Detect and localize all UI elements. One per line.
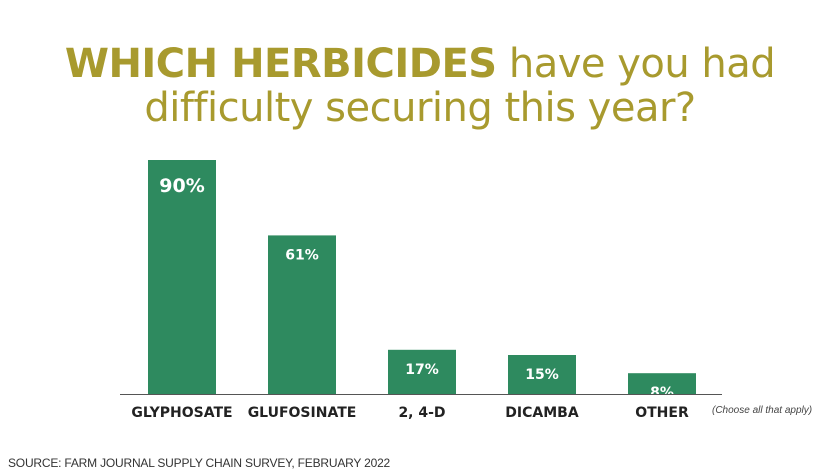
bar-0 <box>148 160 216 394</box>
category-label-3: DICAMBA <box>505 405 579 421</box>
chart-note: (Choose all that apply) <box>712 405 813 416</box>
data-label-3: 15% <box>525 367 559 383</box>
category-label-2: 2, 4-D <box>398 405 445 421</box>
category-label-4: OTHER <box>635 405 689 421</box>
title-bold: WHICH HERBICIDES <box>64 41 497 87</box>
data-label-2: 17% <box>405 362 439 378</box>
bar-4 <box>628 373 696 394</box>
bar-2 <box>388 349 456 394</box>
title-line2: difficulty securing this year? <box>144 85 696 131</box>
data-label-0: 90% <box>159 175 204 197</box>
category-label-0: GLYPHOSATE <box>131 405 232 421</box>
bar-1 <box>268 235 336 394</box>
data-label-1: 61% <box>285 247 319 263</box>
bar-3 <box>508 355 576 394</box>
title-rest: have you had <box>508 41 776 87</box>
category-label-1: GLUFOSINATE <box>248 405 357 421</box>
chart-title: WHICH HERBICIDES have you had difficulty… <box>0 42 840 130</box>
source-text: SOURCE: FARM JOURNAL SUPPLY CHAIN SURVEY… <box>8 456 391 470</box>
data-label-4: 8% <box>650 385 674 401</box>
